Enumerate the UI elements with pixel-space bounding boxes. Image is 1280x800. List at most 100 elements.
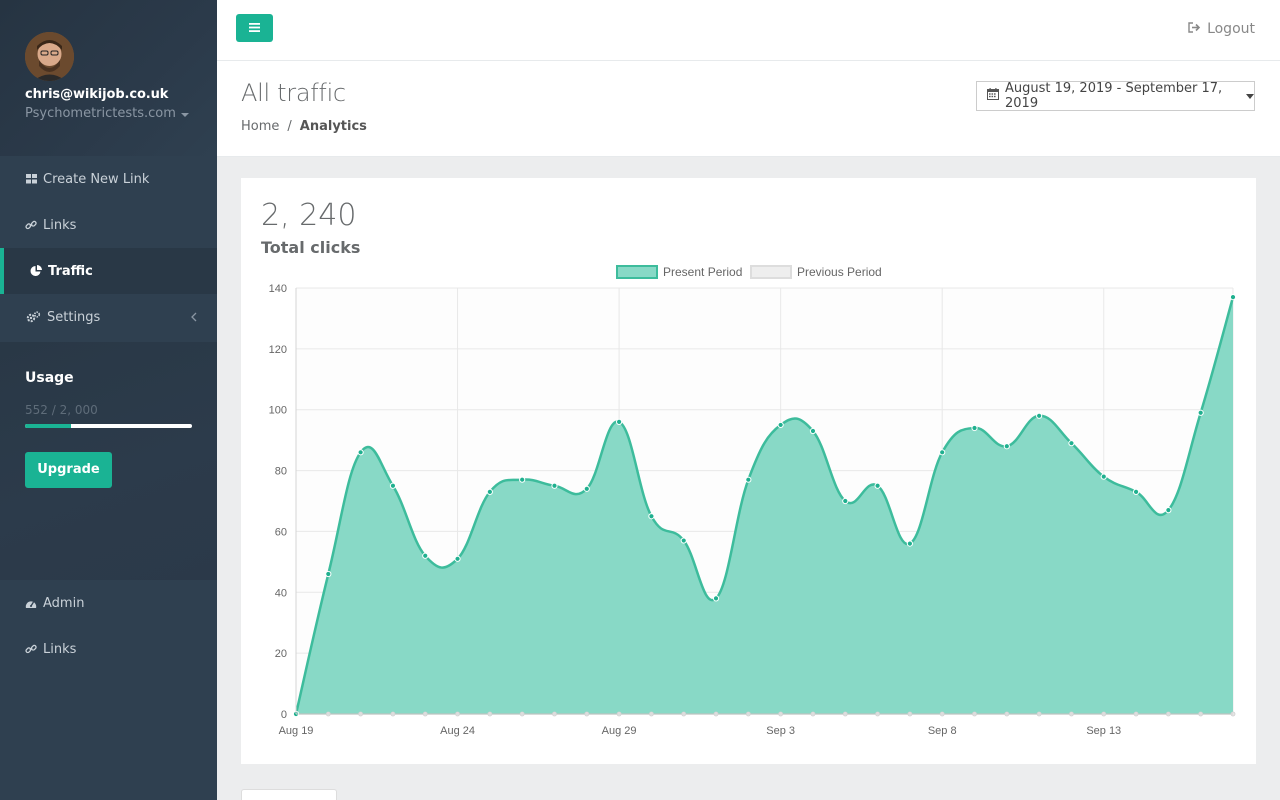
usage-panel: Usage 552 / 2, 000 Upgrade	[0, 342, 217, 580]
sidebar-item-links[interactable]: Links	[0, 202, 217, 248]
present-period-point	[583, 485, 590, 492]
site-name: Psychometrictests.com	[25, 106, 176, 121]
present-period-point	[325, 570, 332, 578]
y-tick-label: 140	[269, 283, 287, 295]
upgrade-button[interactable]: Upgrade	[25, 452, 112, 488]
present-period-point	[712, 595, 720, 602]
y-tick-label: 0	[281, 709, 287, 721]
traffic-chart: 0 20 40 60 80 100 120 140 Aug 19 Aug 24 Aug 29 Sep …	[269, 265, 1237, 737]
sidebar-item-label: Links	[43, 217, 77, 233]
avatar[interactable]	[25, 32, 74, 81]
legend-label-present: Present Period	[663, 265, 742, 279]
legend-swatch-present	[616, 265, 658, 279]
breadcrumb-current: Analytics	[299, 119, 367, 134]
y-tick-label: 120	[269, 344, 287, 356]
dashboard-icon	[25, 597, 37, 609]
profile-block: chris@wikijob.co.uk Psychometrictests.co…	[0, 0, 217, 156]
total-clicks-value: 2, 240	[261, 198, 357, 233]
present-period-point	[777, 421, 784, 429]
total-clicks-label: Total clicks	[261, 238, 361, 257]
x-tick-label: Aug 29	[602, 725, 637, 737]
present-period-point	[486, 488, 493, 495]
present-period-point	[357, 449, 364, 456]
date-range-picker[interactable]: August 19, 2019 - September 17, 2019	[976, 81, 1255, 111]
legend-swatch-previous	[750, 265, 792, 279]
sidebar-item-label: Admin	[43, 595, 85, 611]
sidebar-item-label: Create New Link	[43, 171, 150, 187]
present-period-point	[1100, 473, 1107, 480]
breadcrumb: Home / Analytics	[241, 119, 367, 134]
x-tick-label: Aug 19	[279, 725, 314, 737]
present-period-point	[519, 476, 526, 483]
grid-icon	[25, 173, 37, 185]
site-dropdown[interactable]: Psychometrictests.com	[25, 106, 217, 121]
x-tick-label: Sep 13	[1086, 725, 1121, 737]
present-period-point	[1068, 440, 1075, 447]
link-icon	[25, 219, 37, 231]
present-period-point	[648, 513, 655, 520]
calendar-icon	[987, 88, 999, 104]
sidebar-item-label: Traffic	[48, 263, 93, 279]
cogs-icon	[25, 311, 41, 323]
y-tick-label: 20	[275, 648, 287, 660]
present-period-point	[551, 482, 558, 489]
page-title: All traffic	[241, 79, 346, 107]
caret-down-icon	[180, 112, 189, 117]
menu-toggle-button[interactable]	[236, 14, 273, 42]
usage-progress-bar	[25, 424, 192, 428]
present-period-point	[1229, 294, 1237, 301]
sign-out-icon	[1188, 21, 1201, 37]
sidebar-item-label: Links	[43, 641, 77, 657]
caret-down-icon	[1246, 93, 1254, 99]
present-period-point	[809, 427, 817, 435]
present-period-point	[971, 424, 978, 432]
sidebar-item-label: Settings	[47, 309, 101, 325]
x-tick-label: Aug 24	[440, 725, 475, 737]
present-period-point	[906, 540, 913, 547]
present-period-area	[296, 297, 1233, 714]
sidebar-item-admin-links[interactable]: Links	[0, 626, 217, 672]
present-period-point	[1197, 409, 1204, 416]
present-period-point	[939, 449, 946, 456]
usage-count: 552 / 2, 000	[25, 403, 98, 417]
present-period-point	[422, 552, 429, 559]
traffic-panel: 2, 240 Total clicks 0 20 40 60 80 100 120 140 Au…	[241, 178, 1256, 764]
present-period-point	[1165, 507, 1172, 514]
present-period-point	[616, 418, 623, 425]
y-tick-label: 40	[275, 587, 287, 599]
top-navbar: Logout	[217, 0, 1280, 61]
profile-email: chris@wikijob.co.uk	[25, 87, 169, 102]
sidebar-item-settings[interactable]: Settings	[0, 294, 217, 340]
sidebar-item-admin[interactable]: Admin	[0, 580, 217, 626]
present-period-point	[454, 555, 461, 562]
breadcrumb-home[interactable]: Home	[241, 119, 280, 134]
logout-label: Logout	[1207, 21, 1255, 37]
y-tick-label: 80	[275, 466, 287, 478]
chevron-left-icon	[191, 311, 197, 325]
x-tick-label: Sep 3	[766, 725, 795, 737]
link-icon	[25, 643, 37, 655]
usage-title: Usage	[25, 370, 74, 386]
sidebar: chris@wikijob.co.uk Psychometrictests.co…	[0, 0, 217, 800]
usage-progress-fill	[25, 424, 72, 428]
sidebar-item-create-new-link[interactable]: Create New Link	[0, 156, 217, 202]
legend-label-previous: Previous Period	[797, 265, 882, 279]
present-period-point	[874, 482, 881, 489]
x-tick-label: Sep 8	[928, 725, 957, 737]
date-range-text: August 19, 2019 - September 17, 2019	[1005, 81, 1223, 111]
logout-link[interactable]: Logout	[1188, 21, 1255, 37]
page-heading: All traffic Home / Analytics August 19, 20…	[217, 61, 1280, 157]
bottom-tab[interactable]	[241, 789, 337, 800]
y-tick-label: 100	[269, 405, 287, 417]
present-period-point	[1036, 412, 1043, 419]
hamburger-icon	[249, 19, 260, 37]
pie-chart-icon	[30, 265, 42, 277]
sidebar-item-traffic[interactable]: Traffic	[0, 248, 217, 294]
present-period-point	[389, 482, 397, 489]
present-period-point	[745, 476, 752, 483]
breadcrumb-separator: /	[287, 119, 292, 134]
present-period-point	[1003, 443, 1010, 450]
present-period-point	[680, 537, 687, 544]
present-period-point	[842, 497, 849, 505]
present-period-point	[1132, 488, 1140, 495]
